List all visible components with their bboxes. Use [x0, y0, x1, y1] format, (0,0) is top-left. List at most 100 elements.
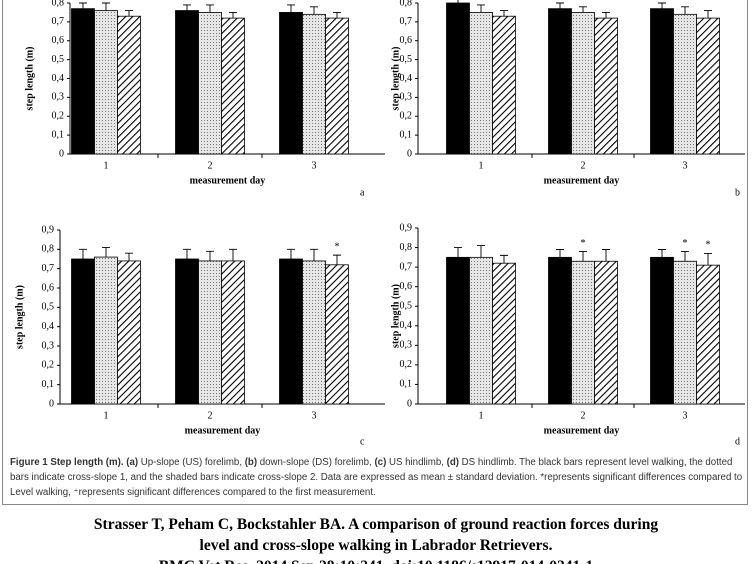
x-tick-label: 3: [683, 410, 688, 421]
bar: [325, 17, 349, 155]
error-bar: [704, 10, 712, 19]
error-bar: [125, 252, 133, 261]
error-bar: [681, 251, 689, 262]
error-bar: [229, 11, 237, 19]
x-tick-label: 2: [208, 410, 213, 421]
bar: [175, 10, 199, 155]
error-bar: [287, 248, 295, 259]
error-bar: [602, 249, 610, 262]
error-bar: [579, 251, 587, 262]
x-tick-label: 2: [208, 160, 213, 171]
y-tick-label: 0,7: [400, 16, 413, 27]
error-bar: [681, 6, 689, 15]
y-tick-label: 0,3: [400, 340, 413, 351]
bar: [94, 10, 118, 155]
y-tick-label: 0,1: [52, 129, 65, 140]
y-tick-label: 0,9: [42, 224, 55, 235]
x-tick-label: 3: [683, 160, 688, 171]
error-bar: [333, 11, 341, 19]
bar: [94, 256, 118, 405]
error-bar: [229, 248, 237, 261]
y-tick-label: 0,6: [42, 282, 55, 293]
caption-segment: (d): [446, 457, 459, 468]
significance-mark: *: [683, 238, 688, 249]
y-tick-label: 0,1: [42, 379, 55, 390]
citation-line: Strasser T, Peham C, Bockstahler BA. A c…: [93, 516, 659, 533]
bar: [594, 260, 618, 405]
y-tick-label: 0,5: [42, 302, 55, 313]
x-axis-label: measurement day: [185, 425, 261, 436]
y-tick-label: 0,9: [400, 222, 413, 233]
error-bar: [477, 245, 485, 258]
y-tick-label: 0,5: [52, 54, 65, 65]
bar: [279, 258, 303, 405]
bar: [71, 258, 95, 405]
y-tick-label: 0,6: [52, 35, 65, 46]
error-bar: [310, 248, 318, 261]
significance-mark: *: [581, 238, 586, 249]
bar: [71, 8, 95, 155]
bar: [446, 256, 470, 405]
y-tick-label: 0,4: [400, 73, 413, 84]
bar: [571, 260, 595, 405]
caption: Figure 1 Step length (m). (a) Up-slope (…: [10, 455, 744, 500]
x-tick-label: 3: [312, 160, 317, 171]
bar: [446, 2, 470, 155]
error-bar: [500, 254, 508, 264]
x-tick-label: 2: [581, 160, 586, 171]
error-bar: [704, 252, 712, 266]
y-tick-label: 0: [407, 148, 412, 159]
y-tick-label: 0,3: [400, 92, 413, 103]
bar: [279, 12, 303, 155]
bar: [696, 264, 720, 405]
y-tick-label: 0,6: [400, 35, 413, 46]
y-tick-label: 0: [59, 148, 64, 159]
caption-segment: Up-slope (US) forelimb,: [138, 457, 245, 468]
panel-label: c: [360, 436, 365, 447]
bar: [198, 260, 222, 405]
bar: [117, 15, 141, 155]
y-tick-label: 0,1: [400, 379, 413, 390]
y-tick-label: 0,8: [52, 0, 65, 8]
error-bar: [206, 250, 214, 261]
y-tick-label: 0,2: [52, 111, 65, 122]
bar: [571, 12, 595, 155]
bar: [650, 8, 674, 155]
y-tick-label: 0,8: [42, 244, 55, 255]
error-bar: [500, 10, 508, 17]
bar: [325, 264, 349, 405]
x-tick-label: 3: [312, 410, 317, 421]
y-tick-label: 0,8: [400, 0, 413, 8]
y-axis-label: step length (m): [24, 47, 35, 111]
caption-segment: (a): [123, 457, 139, 468]
bar: [696, 17, 720, 155]
y-tick-label: 0,5: [400, 301, 413, 312]
y-tick-label: 0: [407, 398, 412, 409]
error-bar: [658, 2, 666, 9]
x-tick-label: 1: [104, 160, 109, 171]
y-axis-label: step length (m): [390, 47, 401, 111]
error-bar: [556, 2, 564, 9]
y-tick-label: 0,7: [400, 261, 413, 272]
bar: [302, 13, 326, 155]
y-tick-label: 0,4: [400, 320, 413, 331]
significance-mark: *: [335, 241, 340, 252]
caption-segment: down-slope (DS) forelimb,: [257, 457, 375, 468]
error-bar: [287, 4, 295, 13]
error-bar: [125, 10, 133, 17]
bar: [673, 260, 697, 405]
error-bar: [454, 247, 462, 258]
error-bar: [333, 254, 341, 265]
citation: Strasser T, Peham C, Bockstahler BA. A c…: [0, 514, 752, 564]
bar: [221, 260, 245, 405]
bar: [469, 256, 493, 405]
error-bar: [183, 248, 191, 259]
x-tick-label: 1: [104, 410, 109, 421]
y-tick-label: 0,3: [52, 92, 65, 103]
bar: [492, 262, 516, 405]
bar: [469, 12, 493, 155]
y-axis-label: step length (m): [390, 284, 401, 348]
panel-label: b: [735, 187, 740, 198]
x-tick-label: 1: [479, 160, 484, 171]
